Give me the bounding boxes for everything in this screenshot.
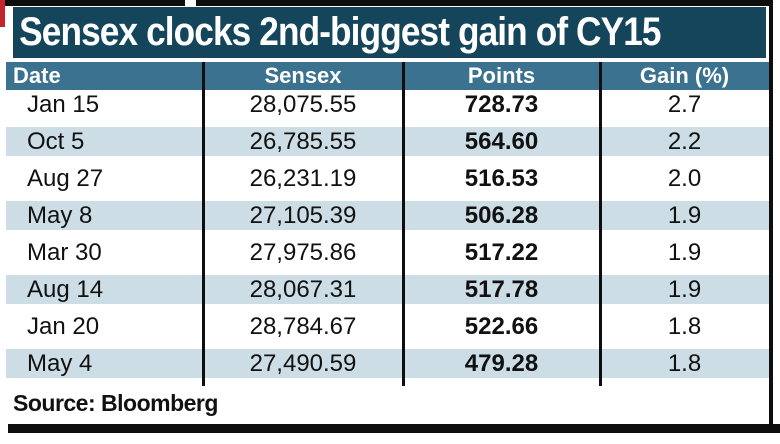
cell-points: 479.28 [464, 350, 539, 377]
bottom-rule [8, 424, 780, 433]
cell-sensex: 28,067.31 [249, 276, 357, 303]
cell-date: May 4 [27, 350, 93, 377]
table-row: Jan 15 28,075.55 728.73 2.7 [6, 90, 769, 127]
cell-points: 728.73 [464, 91, 539, 118]
cell-points: 517.22 [464, 239, 539, 266]
source-attribution: Source: Bloomberg [13, 390, 218, 416]
top-rule-left-segment [5, 0, 185, 6]
cell-date: Jan 20 [27, 313, 100, 340]
cell-date: May 8 [27, 202, 93, 229]
cell-sensex: 26,785.55 [249, 128, 357, 155]
page-edge-red-sliver [0, 0, 5, 27]
cell-date: Mar 30 [27, 239, 102, 266]
table-body: Jan 15 28,075.55 728.73 2.7 Oct 5 26,785.55 56… [6, 90, 769, 386]
cell-date: Oct 5 [27, 128, 85, 155]
cell-points: 517.78 [464, 276, 539, 303]
cell-sensex: 27,490.59 [249, 350, 357, 377]
table-row: May 4 27,490.59 479.28 1.8 [6, 349, 769, 386]
headline-text: Sensex clocks 2nd-biggest gain of CY15 [19, 10, 661, 54]
cell-gain: 2.7 [667, 91, 702, 118]
table-row: May 8 27,105.39 506.28 1.9 [6, 201, 769, 238]
cell-gain: 1.9 [667, 276, 702, 303]
column-divider-2 [402, 62, 405, 386]
table-row: Aug 27 26,231.19 516.53 2.0 [6, 164, 769, 201]
cell-sensex: 27,975.86 [249, 239, 357, 266]
table-row: Mar 30 27,975.86 517.22 1.9 [6, 238, 769, 275]
cell-points: 506.28 [464, 202, 539, 229]
top-rule-right-segment [196, 0, 773, 6]
cell-sensex: 28,075.55 [249, 91, 357, 118]
cell-points: 564.60 [464, 128, 539, 155]
cell-date: Aug 14 [27, 276, 104, 303]
column-divider-1 [202, 62, 205, 386]
cell-date: Aug 27 [27, 165, 104, 192]
table-row: Oct 5 26,785.55 564.60 2.2 [6, 127, 769, 164]
cell-points: 516.53 [464, 165, 539, 192]
cell-gain: 2.2 [667, 128, 702, 155]
table-row: Aug 14 28,067.31 517.78 1.9 [6, 275, 769, 312]
cell-gain: 1.8 [667, 350, 702, 377]
column-header: Sensex [264, 63, 342, 88]
column-header: Date [13, 63, 61, 88]
cell-gain: 1.9 [667, 202, 702, 229]
cell-gain: 2.0 [667, 165, 702, 192]
table-header-row: Date Sensex Points Gain (%) [6, 62, 769, 90]
cell-date: Jan 15 [27, 91, 100, 118]
right-border-rule [769, 2, 773, 433]
headline-bar: Sensex clocks 2nd-biggest gain of CY15 [13, 7, 766, 58]
cell-gain: 1.8 [667, 313, 702, 340]
cell-sensex: 27,105.39 [249, 202, 357, 229]
column-divider-3 [599, 62, 602, 386]
table-row: Jan 20 28,784.67 522.66 1.8 [6, 312, 769, 349]
column-header: Points [467, 63, 536, 88]
column-header: Gain (%) [639, 63, 730, 88]
cell-gain: 1.9 [667, 239, 702, 266]
cell-points: 522.66 [464, 313, 539, 340]
cell-sensex: 28,784.67 [249, 313, 357, 340]
cell-sensex: 26,231.19 [249, 165, 357, 192]
